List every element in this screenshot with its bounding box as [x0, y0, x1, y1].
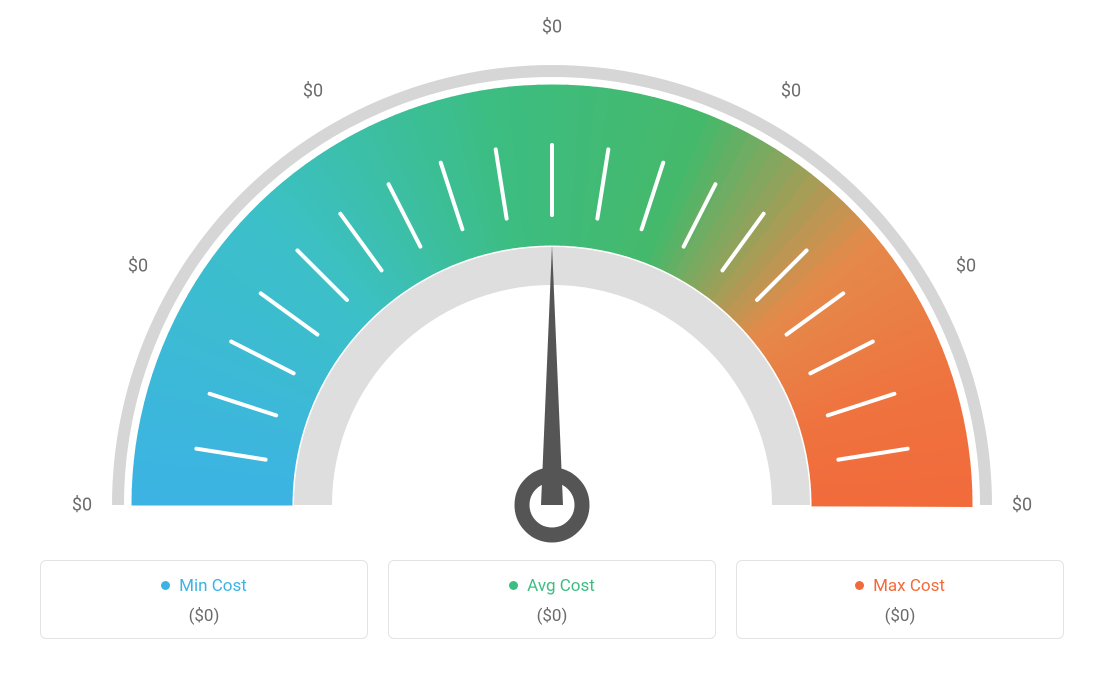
gauge-tick-label: $0 — [542, 17, 562, 38]
gauge-svg — [0, 0, 1104, 560]
gauge-tick-label: $0 — [1012, 495, 1032, 516]
gauge-tick-label: $0 — [72, 495, 92, 516]
gauge-chart: $0 $0 $0 $0 $0 $0 $0 — [0, 0, 1104, 560]
legend-value-max: ($0) — [747, 606, 1053, 626]
gauge-tick-label: $0 — [781, 81, 801, 102]
legend-value-min: ($0) — [51, 606, 357, 626]
legend-card-avg: Avg Cost ($0) — [388, 560, 716, 639]
legend-label-avg: Avg Cost — [527, 576, 595, 596]
legend-dot-min — [161, 581, 170, 590]
legend-row: Min Cost ($0) Avg Cost ($0) Max Cost ($0… — [0, 560, 1104, 639]
gauge-tick-label: $0 — [303, 81, 323, 102]
legend-card-min: Min Cost ($0) — [40, 560, 368, 639]
legend-label-min: Min Cost — [179, 576, 247, 596]
gauge-tick-label: $0 — [956, 256, 976, 277]
legend-card-max: Max Cost ($0) — [736, 560, 1064, 639]
legend-label-max: Max Cost — [873, 576, 945, 596]
legend-dot-avg — [509, 581, 518, 590]
legend-value-avg: ($0) — [399, 606, 705, 626]
legend-dot-max — [855, 581, 864, 590]
gauge-tick-label: $0 — [128, 256, 148, 277]
